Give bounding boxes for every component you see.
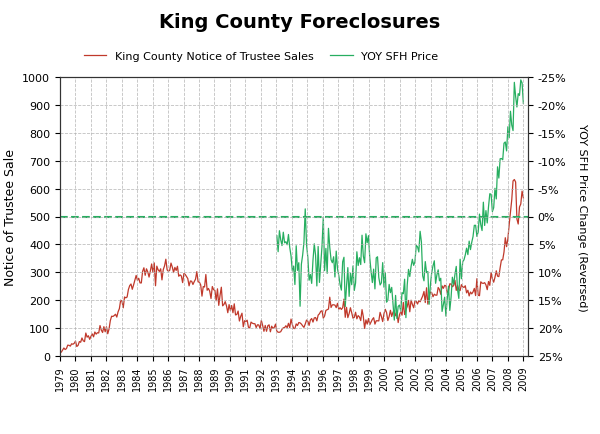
Line: YOY SFH Price: YOY SFH Price [277, 81, 523, 320]
YOY SFH Price [494, 165, 501, 170]
King County Notice of Trustee Sales [511, 178, 518, 183]
King County Notice of Trustee Sales [210, 287, 217, 293]
King County Notice of Trustee Sales [494, 274, 501, 279]
King County Notice of Trustee Sales [520, 196, 527, 201]
King County Notice of Trustee Sales [194, 279, 202, 285]
King County Notice of Trustee Sales [259, 323, 266, 328]
Y-axis label: Notice of Trustee Sale: Notice of Trustee Sale [4, 149, 17, 285]
Line: King County Notice of Trustee Sales: King County Notice of Trustee Sales [60, 180, 523, 352]
King County Notice of Trustee Sales [56, 350, 64, 355]
Text: King County Foreclosures: King County Foreclosures [160, 13, 440, 32]
Y-axis label: YOY SFH Price Change (Reversed): YOY SFH Price Change (Reversed) [577, 123, 587, 311]
King County Notice of Trustee Sales [218, 285, 225, 290]
King County Notice of Trustee Sales [113, 315, 121, 320]
YOY SFH Price [520, 102, 527, 107]
Legend: King County Notice of Trustee Sales, YOY SFH Price: King County Notice of Trustee Sales, YOY… [79, 48, 443, 66]
